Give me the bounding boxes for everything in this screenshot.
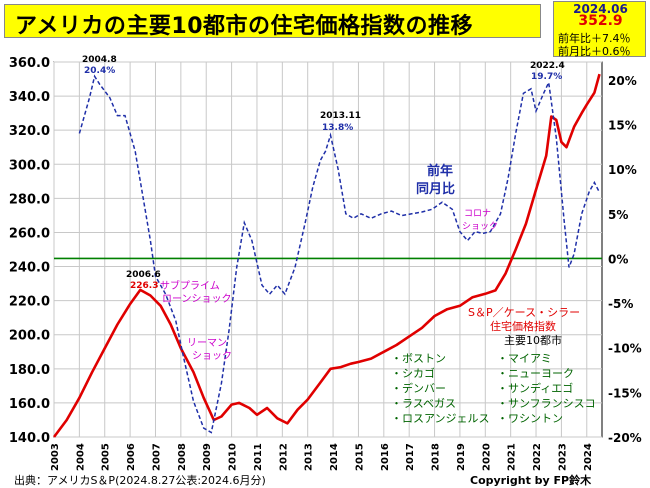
x-tick-labels: 2003 2004 2005 2006 2007 2008 2009 2010 2011 2012…	[50, 443, 594, 471]
series-yoy-line	[78, 74, 601, 434]
latest-yoy: 前年比＋7.4％	[558, 32, 631, 45]
y-right-tick-label: 0%	[608, 252, 628, 266]
annot-index-label-3: 主要10都市	[504, 333, 562, 347]
y-left-tick-label: 240.0	[9, 261, 50, 276]
y-left-tick-label: 220.0	[9, 295, 50, 310]
y-left-tick-label: 300.0	[9, 158, 50, 173]
y-left-tick-label: 200.0	[9, 329, 50, 344]
city-left: ・ボストン	[391, 352, 446, 365]
source-note: 出典：アメリカS＆P(2024.8.27公表:2024.6月分)	[14, 474, 266, 487]
annot-yoy-label-2: 同月比	[416, 181, 455, 197]
annot-lehman-2: ショック	[192, 350, 232, 362]
y-right-tick-label: -20%	[608, 431, 642, 445]
city-left: ・デンバー	[391, 381, 446, 395]
y-left-tick-label: 260.0	[9, 226, 50, 241]
annot-corona-1: コロナ	[464, 208, 491, 219]
y-right-tick-label: 5%	[608, 208, 628, 222]
x-tick-label: 2009	[202, 443, 213, 471]
annot-peak-2006-date: 2006.6	[126, 270, 161, 280]
annot-peak-2022-date: 2022.4	[530, 61, 565, 71]
city-left: ・ロスアンジェルス	[391, 412, 490, 425]
y-left-tick-label: 160.0	[9, 397, 50, 412]
annot-peak-2013-value: 13.8%	[322, 123, 353, 133]
x-tick-label: 2008	[177, 443, 188, 471]
x-tick-label: 2017	[405, 443, 416, 471]
city-right: ・ワシントン	[497, 412, 563, 425]
x-tick-label: 2005	[101, 443, 112, 471]
city-right: ・サンフランシスコ	[497, 397, 596, 410]
x-tick-label: 2024	[583, 443, 594, 471]
y-right-tick-labels: -20% -15% -10% -5% 0% 5% 10% 15% 20%	[608, 74, 642, 445]
x-tick-label: 2020	[481, 443, 492, 471]
y-right-tick-label: -15%	[608, 386, 642, 400]
annot-subprime-1: サブプライム	[160, 279, 220, 292]
x-tick-label: 2016	[380, 443, 391, 471]
copyright: Copyright by FP鈴木	[470, 474, 592, 487]
x-tick-label: 2023	[557, 443, 568, 471]
x-tick-label: 2014	[329, 443, 340, 471]
y-left-tick-label: 340.0	[9, 90, 50, 105]
latest-value: 352.9	[578, 13, 623, 29]
x-tick-label: 2013	[304, 443, 315, 471]
city-left: ・ラスベガス	[391, 397, 456, 410]
x-tick-label: 2010	[228, 443, 239, 471]
city-right: ・ニューヨーク	[497, 367, 574, 380]
city-right: ・サンディエゴ	[497, 381, 573, 395]
annot-subprime-2: ローンショック	[162, 293, 232, 305]
x-tick-label: 2012	[278, 443, 289, 471]
x-tick-label: 2018	[431, 443, 442, 471]
latest-date: 2024.06	[573, 2, 628, 16]
y-right-tick-label: -5%	[608, 297, 633, 311]
y-left-tick-label: 180.0	[9, 363, 50, 378]
annot-corona-2: ショック	[462, 221, 498, 232]
annot-peak-2004-date: 2004.8	[82, 55, 117, 65]
y-right-tick-label: 20%	[608, 74, 637, 88]
annot-peak-2022-value: 19.7%	[531, 72, 562, 82]
city-right: ・マイアミ	[497, 352, 552, 365]
annot-index-label-1: S＆P／ケース・シラー	[468, 306, 580, 319]
x-tick-label: 2022	[532, 443, 543, 471]
series-index-line	[52, 73, 601, 438]
y-right-tick-label: 10%	[608, 163, 637, 177]
latest-value-box: 2024.06 352.9 前年比＋7.4％ 前月比＋0.6％	[553, 1, 646, 58]
chart-title: アメリカの主要10都市の住宅価格指数の推移	[15, 14, 474, 39]
x-tick-label: 2015	[354, 443, 365, 471]
x-tick-label: 2019	[456, 443, 467, 471]
y-left-tick-label: 360.0	[9, 56, 50, 71]
title-box: アメリカの主要10都市の住宅価格指数の推移	[4, 4, 541, 39]
y-right-tick-label: 15%	[608, 119, 637, 133]
annot-lehman-1: リーマン	[187, 338, 227, 349]
x-tick-label: 2007	[151, 443, 162, 471]
y-left-tick-label: 280.0	[9, 192, 50, 207]
y-left-tick-label: 320.0	[9, 124, 50, 139]
x-tick-label: 2003	[50, 443, 61, 471]
x-tick-label: 2021	[507, 443, 518, 471]
y-left-tick-label: 140.0	[9, 431, 50, 446]
y-right-tick-label: -10%	[608, 342, 642, 356]
annot-peak-2013-date: 2013.11	[320, 111, 361, 121]
annot-peak-2004-value: 20.4%	[84, 66, 115, 76]
annot-peak-2006-value: 226.3	[130, 281, 158, 291]
annot-index-label-2: 住宅価格指数	[490, 319, 556, 333]
city-left: ・シカゴ	[391, 366, 435, 380]
latest-mom: 前月比＋0.6％	[558, 45, 631, 58]
y-left-tick-labels: 140.0 160.0 180.0 200.0 220.0 240.0 260.0 280.0…	[9, 56, 50, 446]
x-tick-label: 2006	[126, 443, 137, 471]
annot-yoy-label-1: 前年	[427, 163, 453, 179]
x-tick-label: 2011	[253, 443, 264, 471]
x-tick-label: 2004	[75, 443, 86, 471]
